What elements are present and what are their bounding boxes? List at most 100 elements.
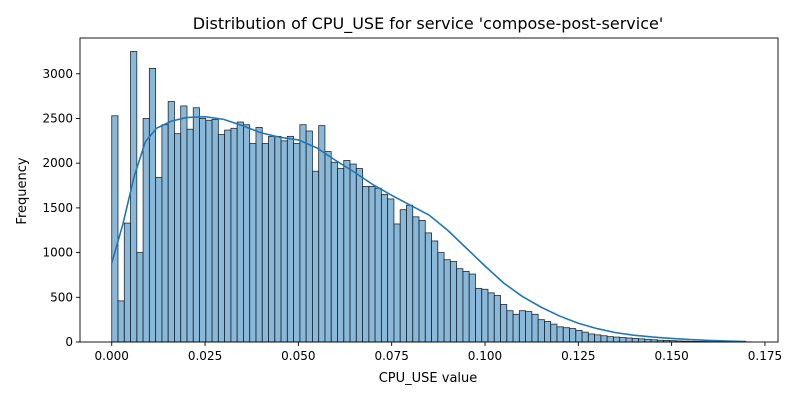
histogram-bar	[550, 323, 558, 343]
histogram-bar	[638, 338, 646, 343]
histogram-bar	[337, 168, 345, 343]
histogram-bar	[374, 187, 382, 343]
histogram-bar	[424, 232, 432, 343]
x-tick-label: 0.000	[95, 349, 129, 363]
histogram-bar	[180, 105, 188, 343]
y-axis-label: Frequency	[15, 157, 30, 224]
histogram-bar	[111, 115, 119, 343]
histogram-bar	[387, 198, 395, 343]
histogram-bar	[418, 219, 426, 343]
histogram-bar	[355, 168, 363, 343]
histogram-bar	[581, 331, 589, 343]
histogram-bar	[243, 124, 251, 343]
histogram-bar	[280, 140, 288, 343]
histogram-bar	[161, 124, 169, 343]
histogram-bar	[575, 329, 583, 343]
histogram-bar	[255, 127, 263, 343]
histogram-bar	[199, 118, 207, 343]
histogram-bar	[155, 177, 163, 343]
histogram-bar	[330, 161, 338, 343]
histogram-bar	[412, 216, 420, 343]
histogram-bar	[368, 186, 376, 343]
histogram-bar	[562, 327, 570, 343]
histogram-bar	[456, 268, 464, 343]
histogram-bar	[625, 337, 633, 343]
histogram-bar	[462, 270, 470, 343]
histogram-bar	[167, 101, 175, 343]
histogram-bar	[475, 287, 483, 343]
histogram-bar	[393, 223, 401, 343]
histogram-bar	[612, 336, 621, 343]
histogram-bar	[274, 135, 282, 343]
histogram-bar	[205, 119, 213, 343]
histogram-bar	[305, 130, 313, 343]
histogram-bar	[268, 135, 276, 343]
histogram-bar	[619, 337, 627, 343]
histogram-bar	[437, 252, 445, 343]
histogram-bar	[311, 170, 320, 343]
y-tick-label: 1500	[42, 201, 73, 215]
histogram-bar	[318, 125, 326, 343]
histogram-bar	[174, 133, 182, 343]
plot-frame	[79, 37, 779, 343]
histogram-bar	[217, 134, 226, 343]
histogram-bar	[399, 209, 407, 343]
x-tick-label: 0.150	[654, 349, 688, 363]
histogram-bar	[299, 124, 307, 343]
histogram-bar	[481, 288, 489, 343]
histogram-bar	[587, 333, 595, 343]
histogram-bar	[211, 118, 219, 343]
x-tick-label: 0.100	[468, 349, 502, 363]
x-tick-label: 0.025	[188, 349, 222, 363]
histogram-bar	[136, 252, 144, 343]
histogram-bar	[537, 319, 545, 343]
histogram-bar	[236, 121, 244, 343]
histogram-bar	[406, 204, 414, 343]
histogram-bar	[531, 313, 539, 343]
histogram-bar	[449, 261, 458, 343]
histogram-bar	[506, 310, 514, 343]
histogram-bar	[525, 311, 533, 343]
histogram-bar	[192, 107, 200, 343]
histogram-bar	[468, 273, 476, 343]
histogram-bar	[230, 127, 238, 343]
histogram-bar	[293, 143, 301, 343]
y-tick-label: 500	[50, 290, 73, 304]
x-axis-label: CPU_USE value	[379, 371, 478, 386]
x-tick-label: 0.075	[374, 349, 408, 363]
histogram-bar	[343, 160, 351, 343]
histogram-bar	[148, 68, 157, 343]
y-tick-label: 3000	[42, 67, 73, 81]
y-tick-label: 2000	[42, 156, 73, 170]
histogram-bar	[380, 194, 389, 343]
x-tick-label: 0.125	[561, 349, 595, 363]
histogram-bar	[544, 321, 552, 343]
histogram-bar	[142, 118, 150, 343]
histogram-bar	[362, 186, 370, 343]
histogram-bar	[594, 334, 602, 343]
histogram-bar	[123, 222, 131, 343]
histogram-bar	[606, 336, 614, 343]
histogram-bar	[117, 300, 125, 343]
chart-title: Distribution of CPU_USE for service 'com…	[193, 14, 664, 34]
histogram-bar	[556, 326, 564, 343]
histogram-bar	[443, 259, 451, 343]
histogram-bar	[186, 128, 194, 343]
y-tick-label: 1000	[42, 246, 73, 260]
x-tick-label: 0.175	[748, 349, 782, 363]
histogram-bar	[487, 292, 495, 343]
histogram-bar	[600, 335, 608, 343]
histogram-bar	[631, 338, 639, 343]
y-tick-label: 2500	[42, 111, 73, 125]
plot-area: 0.000 0.025 0.050 0.075 0.100 0.125 0.150 0.175…	[42, 37, 782, 363]
x-tick-label: 0.050	[281, 349, 315, 363]
histogram-bar	[512, 313, 520, 343]
histogram-bar	[493, 295, 501, 343]
histogram-bar	[500, 304, 508, 343]
histogram-bar	[130, 51, 138, 343]
histogram-bar	[349, 163, 357, 343]
histogram-bar	[286, 135, 294, 343]
histogram-bar	[518, 310, 527, 343]
y-tick-label: 0	[65, 335, 73, 349]
